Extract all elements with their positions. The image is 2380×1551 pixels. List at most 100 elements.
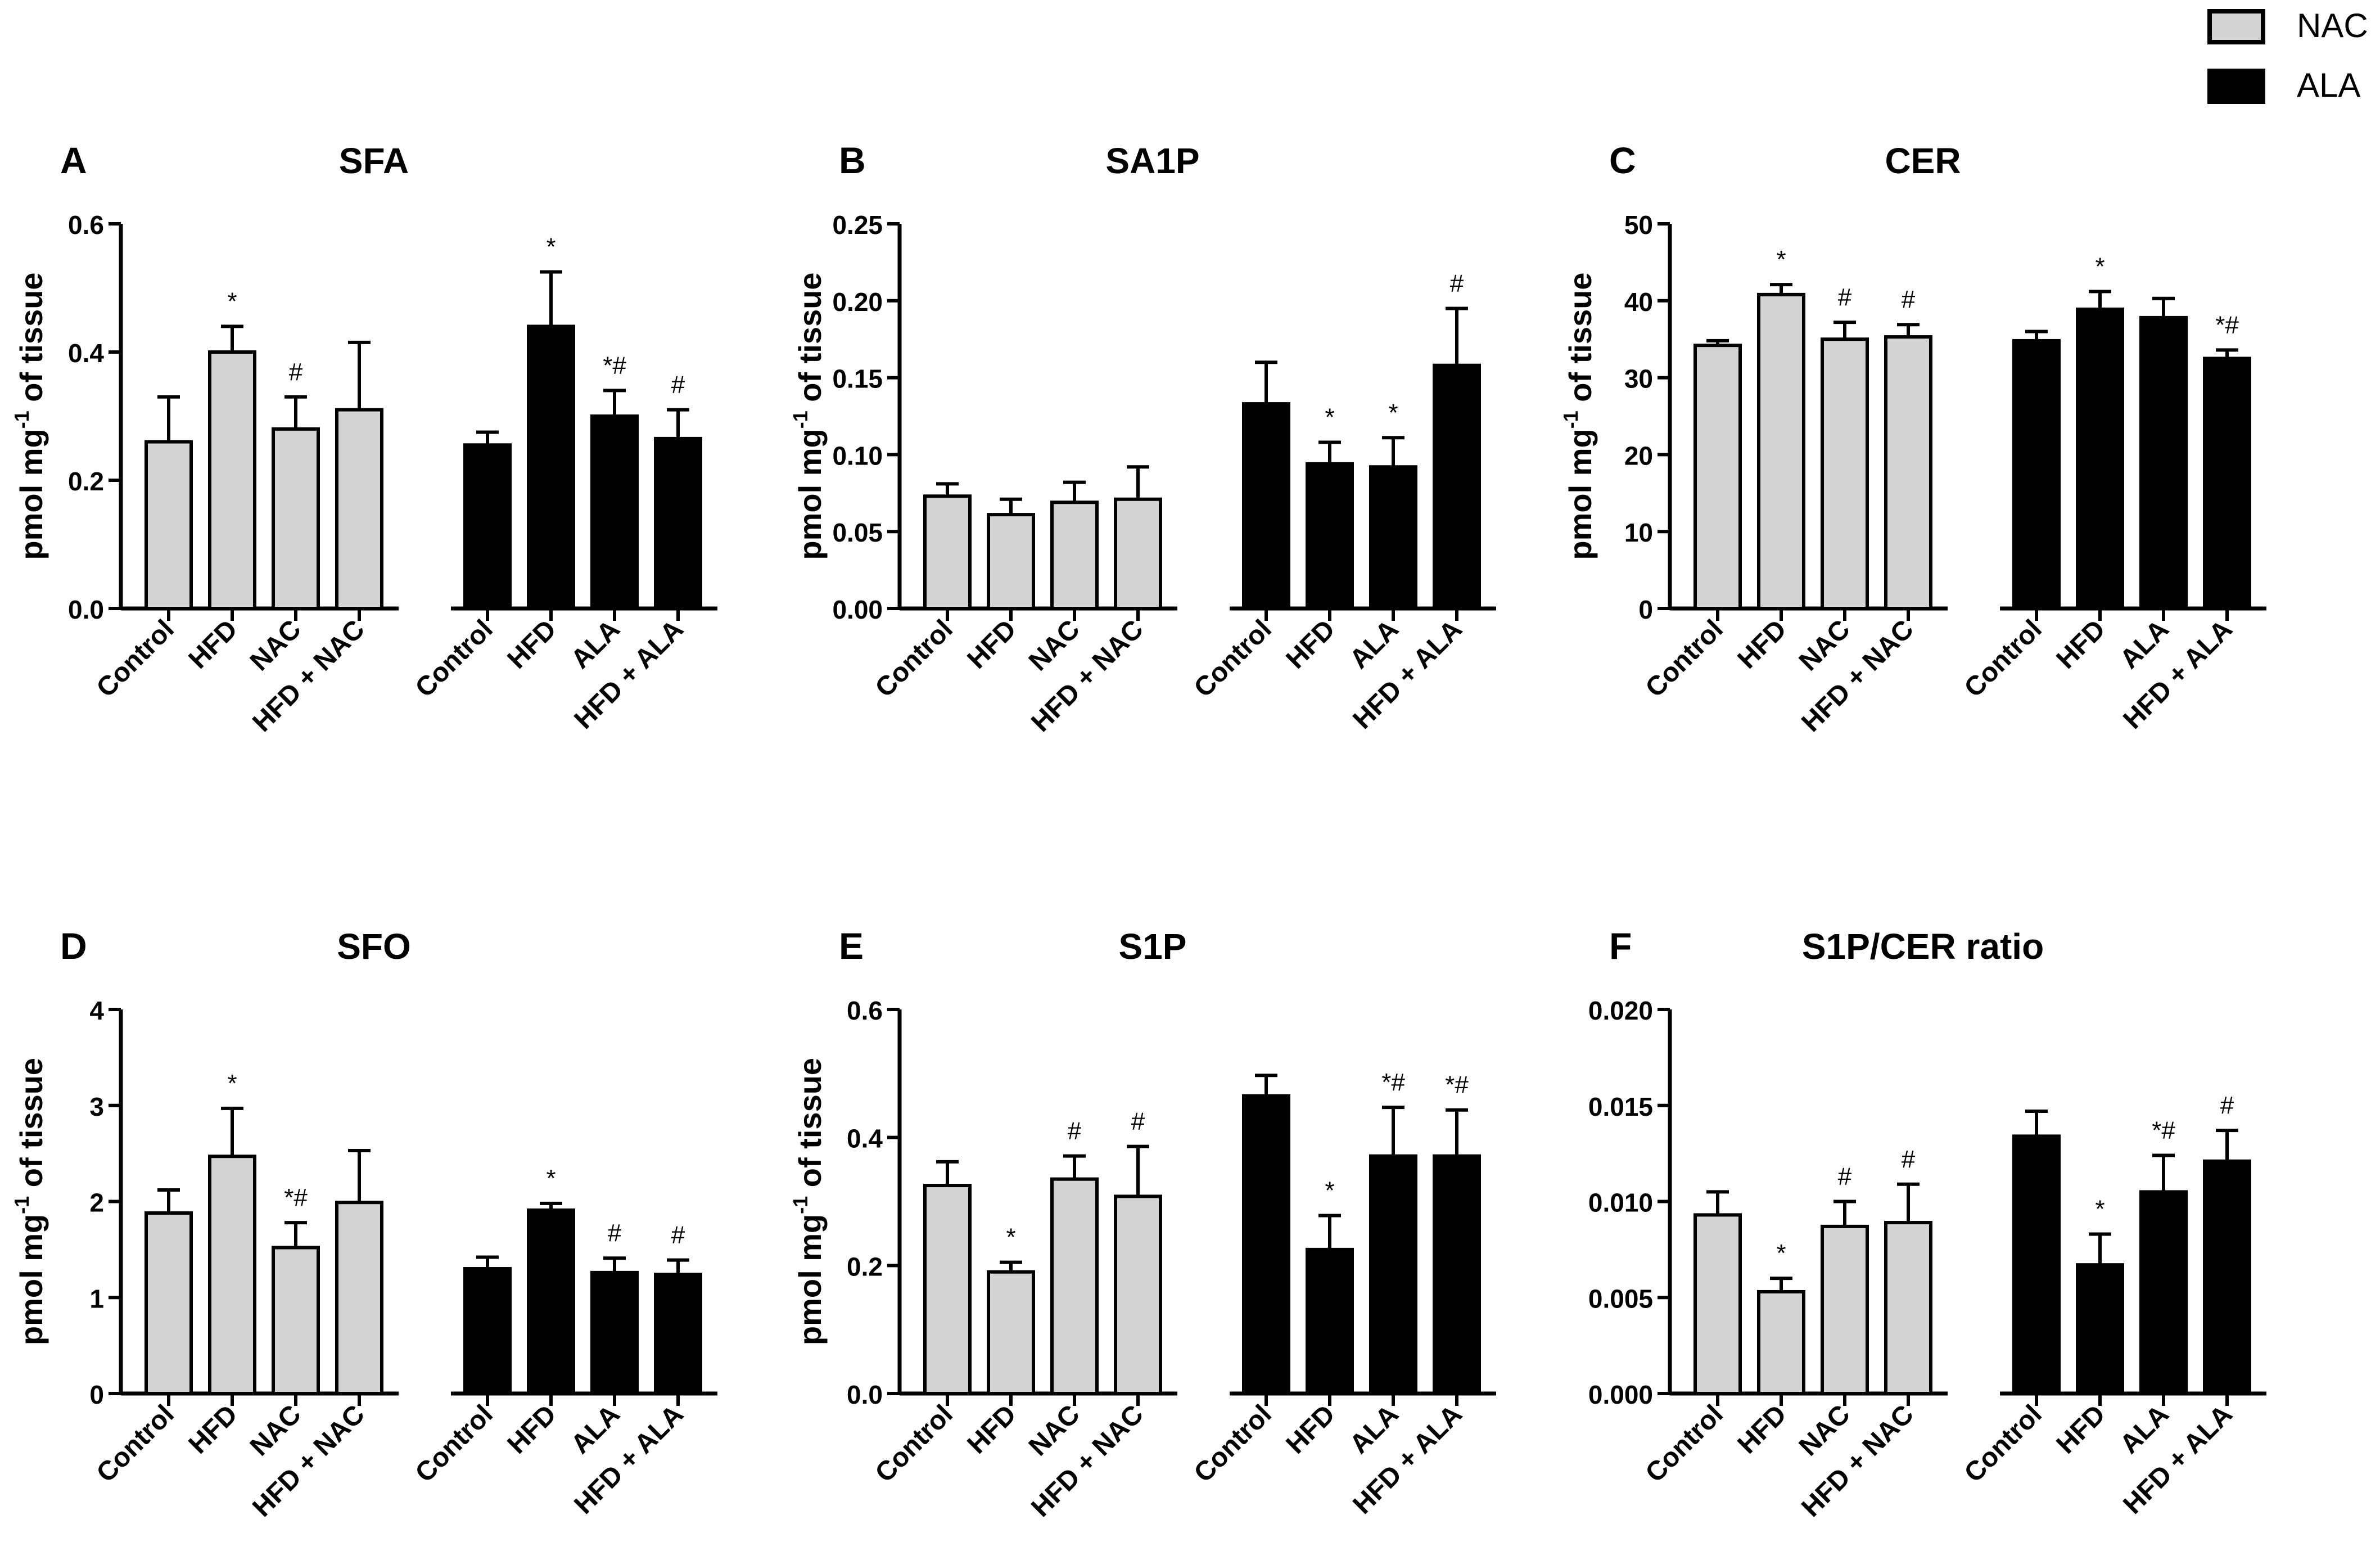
significance-mark: * [2095,253,2104,280]
y-tick-label: 0.005 [1588,1284,1653,1313]
bar [1821,337,1869,610]
bar [654,1273,702,1396]
bar [335,408,383,610]
bar [335,1201,383,1396]
x-tick-label: HFD [2051,1399,2111,1459]
panel-d: D SFO pmol mg-1 of tissue 0 1 2 3 4 Control * HFD *… [10,925,717,1523]
panel-letter: A [60,139,87,181]
bar [272,427,320,610]
x-tick-label: HFD [502,614,562,674]
y-tick-label: 0.015 [1588,1092,1653,1121]
panel-f: F S1P/CER ratio 0.000 0.005 0.010 0.015 0.020 C… [1588,925,2266,1523]
y-tick-label: 0.2 [68,467,104,496]
significance-mark: * [1325,404,1334,431]
x-tick-label: Control [1189,1399,1277,1488]
bar [463,1267,512,1395]
bar [654,436,702,611]
bar [1884,335,1932,610]
y-axis-label: pmol mg-1 of tissue [10,272,49,560]
significance-mark: # [2220,1092,2234,1119]
x-tick-label: Control [91,614,180,703]
bar [1114,1194,1162,1395]
x-tick-label: Control [870,614,959,703]
y-tick-label: 0.0 [68,595,104,624]
bar [590,1270,639,1395]
significance-mark: * [1325,1177,1334,1205]
y-tick-label: 0.05 [832,518,883,547]
y-tick-label: 0.2 [847,1252,883,1281]
significance-mark: # [289,358,303,386]
bar [1050,1177,1099,1396]
x-tick-label: HFD [183,614,243,674]
bar [1306,1247,1354,1395]
bar [1884,1221,1932,1395]
bar [1242,402,1290,610]
bar [2012,339,2061,610]
panel-b: B SA1P pmol mg-1 of tissue 0.00 0.05 0.10 0.15… [789,139,1496,738]
y-tick-label: 40 [1624,287,1653,317]
significance-mark: * [1776,1239,1786,1267]
y-tick-label: 0.25 [832,210,883,240]
y-tick-label: 2 [89,1188,104,1218]
bar [1242,1094,1290,1396]
bar [590,414,639,610]
bar [2139,1190,2188,1396]
significance-mark: # [1838,283,1852,311]
bar [2203,1159,2251,1395]
x-tick-label: HFD [1732,1399,1792,1459]
significance-mark: * [227,1070,237,1097]
y-axis-label: pmol mg-1 of tissue [10,1058,49,1345]
bar [1114,497,1162,611]
y-tick-label: 0 [89,1380,104,1409]
significance-mark: *# [284,1184,308,1211]
y-tick-label: 0.0 [847,1380,883,1409]
chart-title: CER [1885,141,1961,181]
y-tick-label: 4 [89,996,104,1025]
significance-mark: * [1388,399,1398,426]
x-tick-label: Control [410,1399,499,1488]
significance-mark: # [1131,1108,1145,1135]
bar [1369,1154,1417,1395]
bar [1433,363,1481,610]
chart-title: S1P [1119,926,1187,967]
y-axis-label: pmol mg-1 of tissue [789,272,828,560]
x-tick-label: Control [1959,614,2048,703]
legend-label: NAC [2297,7,2368,44]
y-tick-label: 0.20 [832,287,883,317]
significance-mark: * [1006,1224,1015,1251]
bar [923,494,972,610]
bar [272,1246,320,1395]
bar [527,324,575,611]
legend-item-nac: NAC [2207,7,2368,44]
significance-mark: *# [1381,1068,1405,1096]
x-tick-label: Control [91,1399,180,1488]
y-tick-label: 0.00 [832,595,883,624]
bar [527,1208,575,1395]
y-tick-label: 50 [1624,210,1653,240]
y-tick-label: 1 [89,1284,104,1313]
panel-e: E S1P pmol mg-1 of tissue 0.0 0.2 0.4 0.6 Contr… [789,925,1496,1523]
bar [1821,1224,1869,1396]
y-tick-label: 0.15 [832,364,883,394]
significance-mark: *# [1445,1071,1469,1099]
significance-mark: # [1902,286,1916,313]
significance-mark: # [608,1219,622,1247]
y-tick-label: 0 [1638,595,1653,624]
significance-mark: # [1068,1117,1082,1145]
panel-letter: D [60,925,87,967]
y-tick-label: 0.000 [1588,1380,1653,1409]
bar [1693,1213,1742,1396]
bar [208,1155,256,1396]
significance-mark: # [1450,269,1464,297]
legend-label: ALA [2297,66,2360,104]
significance-mark: # [671,1221,685,1249]
bar [144,440,193,610]
bar [923,1184,972,1396]
significance-mark: * [227,287,237,315]
bar [463,443,512,610]
panel-letter: E [839,925,864,967]
significance-mark: # [1902,1146,1916,1173]
legend-item-ala: ALA [2207,66,2360,104]
significance-mark: # [1838,1163,1852,1191]
y-tick-label: 0.020 [1588,996,1653,1025]
